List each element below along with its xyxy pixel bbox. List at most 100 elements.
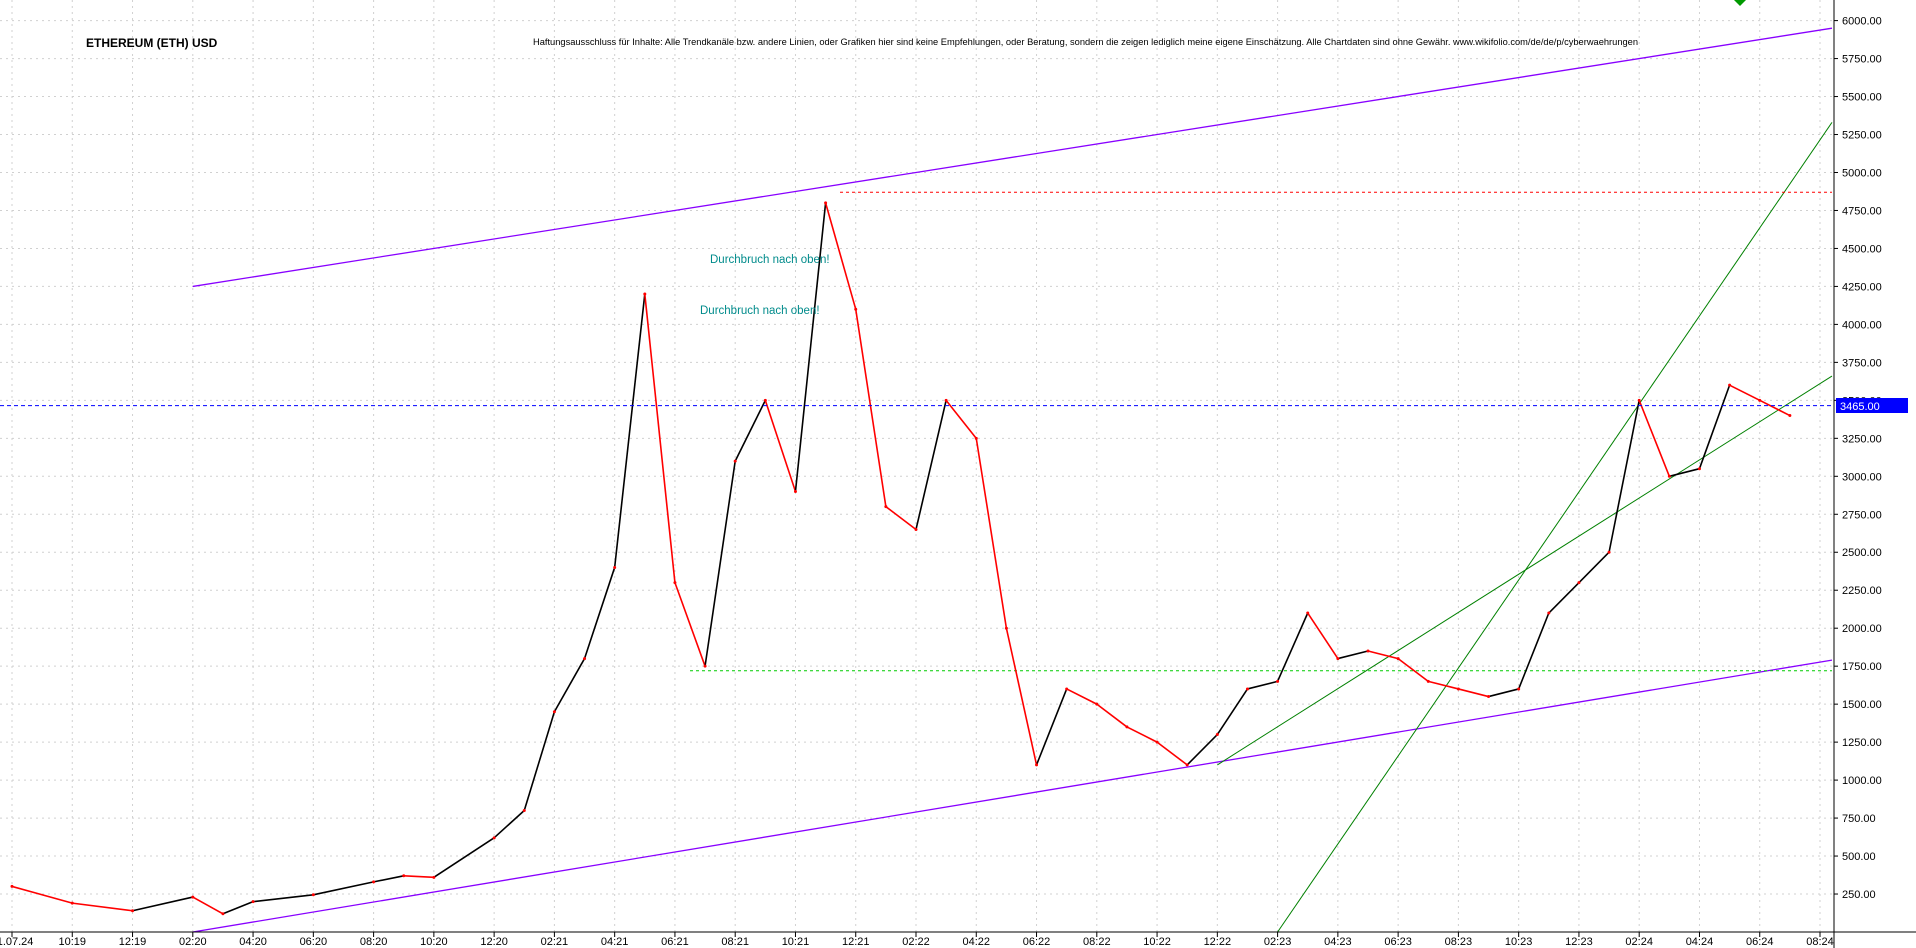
x-tick-label: 10:20 [420, 936, 448, 948]
y-tick-label: 4250.00 [1842, 281, 1882, 293]
y-tick-label: 1000.00 [1842, 775, 1882, 787]
price-segment [1307, 612, 1339, 660]
x-tick-label: 06:22 [1023, 936, 1051, 948]
y-tick-label: 2750.00 [1842, 509, 1882, 521]
x-tick-label: 08:23 [1445, 936, 1473, 948]
price-point [1667, 474, 1671, 478]
price-segment [915, 400, 947, 530]
y-tick-label: 5000.00 [1842, 167, 1882, 179]
price-point [10, 884, 14, 888]
price-segment [824, 202, 857, 310]
price-segment [1669, 467, 1700, 478]
price-segment [222, 900, 254, 915]
price-point [522, 808, 526, 812]
price-point [131, 909, 135, 913]
price-segment [1578, 551, 1610, 584]
price-point [372, 880, 376, 884]
chart-title: ETHEREUM (ETH) USD [86, 36, 218, 50]
y-tick-label: 1750.00 [1842, 661, 1882, 673]
y-tick-label: 4500.00 [1842, 243, 1882, 255]
price-segment [1005, 628, 1038, 766]
price-segment [1066, 688, 1098, 705]
x-tick-label: 02:22 [902, 936, 930, 948]
price-segment [1458, 688, 1489, 698]
price-point [944, 398, 948, 402]
price-segment [583, 567, 616, 659]
y-tick-label: 1250.00 [1842, 737, 1882, 749]
price-point [1607, 550, 1611, 554]
current-price-box [1836, 398, 1908, 413]
price-point [1487, 695, 1491, 699]
price-point [311, 893, 315, 897]
marker-triangle-icon [1734, 0, 1746, 6]
price-segment [1488, 688, 1519, 698]
price-point [1547, 611, 1551, 615]
price-segment [72, 902, 133, 912]
price-segment [613, 293, 646, 568]
price-segment [1729, 384, 1761, 402]
annotation-breakout-upper: Durchbruch nach oben! [710, 254, 830, 266]
price-point [1426, 679, 1430, 683]
trend-line-purple-lower-channel [192, 659, 1833, 933]
x-tick-label: 06:23 [1384, 936, 1412, 948]
price-segment [1759, 399, 1791, 417]
x-tick-label: 06:24 [1746, 936, 1774, 948]
price-segment [1096, 703, 1128, 728]
price-segment [644, 293, 676, 583]
x-tick-label: 12:23 [1565, 936, 1593, 948]
price-point [1065, 687, 1069, 691]
price-segment [403, 874, 434, 879]
x-tick-label: 10:22 [1143, 936, 1171, 948]
y-tick-label: 2250.00 [1842, 585, 1882, 597]
trend-line-purple-upper-channel [192, 27, 1833, 288]
y-tick-label: 1500.00 [1842, 699, 1882, 711]
price-point [1155, 740, 1159, 744]
y-tick-label: 250.00 [1842, 889, 1876, 901]
y-tick-label: 3000.00 [1842, 471, 1882, 483]
price-point [824, 201, 828, 205]
price-point [583, 657, 587, 661]
x-tick-label: 02:23 [1264, 936, 1292, 948]
price-point [1336, 657, 1340, 661]
price-segment [764, 400, 797, 492]
price-point [191, 895, 195, 899]
x-tick-label: 04:24 [1686, 936, 1714, 948]
price-segment [945, 399, 977, 439]
x-tick-label: 06:21 [661, 936, 689, 948]
price-point [1095, 702, 1099, 706]
price-segment [1035, 688, 1068, 766]
x-tick-label: 12:19 [119, 936, 147, 948]
price-point [1004, 626, 1008, 630]
price-segment [1247, 680, 1278, 690]
price-point [613, 565, 617, 569]
price-segment [313, 881, 374, 896]
price-segment [975, 438, 1008, 629]
trend-line-green-channel-upper [1277, 122, 1833, 933]
x-tick-label: 10:23 [1505, 936, 1533, 948]
price-point [673, 581, 677, 585]
price-segment [704, 460, 736, 667]
price-point [793, 489, 797, 493]
y-tick-label: 5500.00 [1842, 92, 1882, 104]
x-tick-label: 08:20 [360, 936, 388, 948]
x-tick-label: 08:22 [1083, 936, 1111, 948]
y-tick-label: 750.00 [1842, 813, 1876, 825]
price-segment [1276, 612, 1309, 682]
price-point [1637, 398, 1641, 402]
price-segment [1216, 688, 1249, 735]
y-tick-label: 4000.00 [1842, 319, 1882, 331]
price-segment [523, 711, 556, 811]
price-segment [192, 896, 224, 915]
price-segment [1548, 582, 1580, 614]
price-point [1517, 687, 1521, 691]
price-segment [1397, 657, 1429, 683]
price-point [552, 710, 556, 714]
price-segment [1698, 384, 1731, 469]
price-segment [674, 582, 706, 667]
price-segment [794, 202, 827, 492]
price-segment [553, 658, 586, 713]
x-tick-label: 04:23 [1324, 936, 1352, 948]
y-tick-label: 4750.00 [1842, 205, 1882, 217]
price-point [1245, 687, 1249, 691]
